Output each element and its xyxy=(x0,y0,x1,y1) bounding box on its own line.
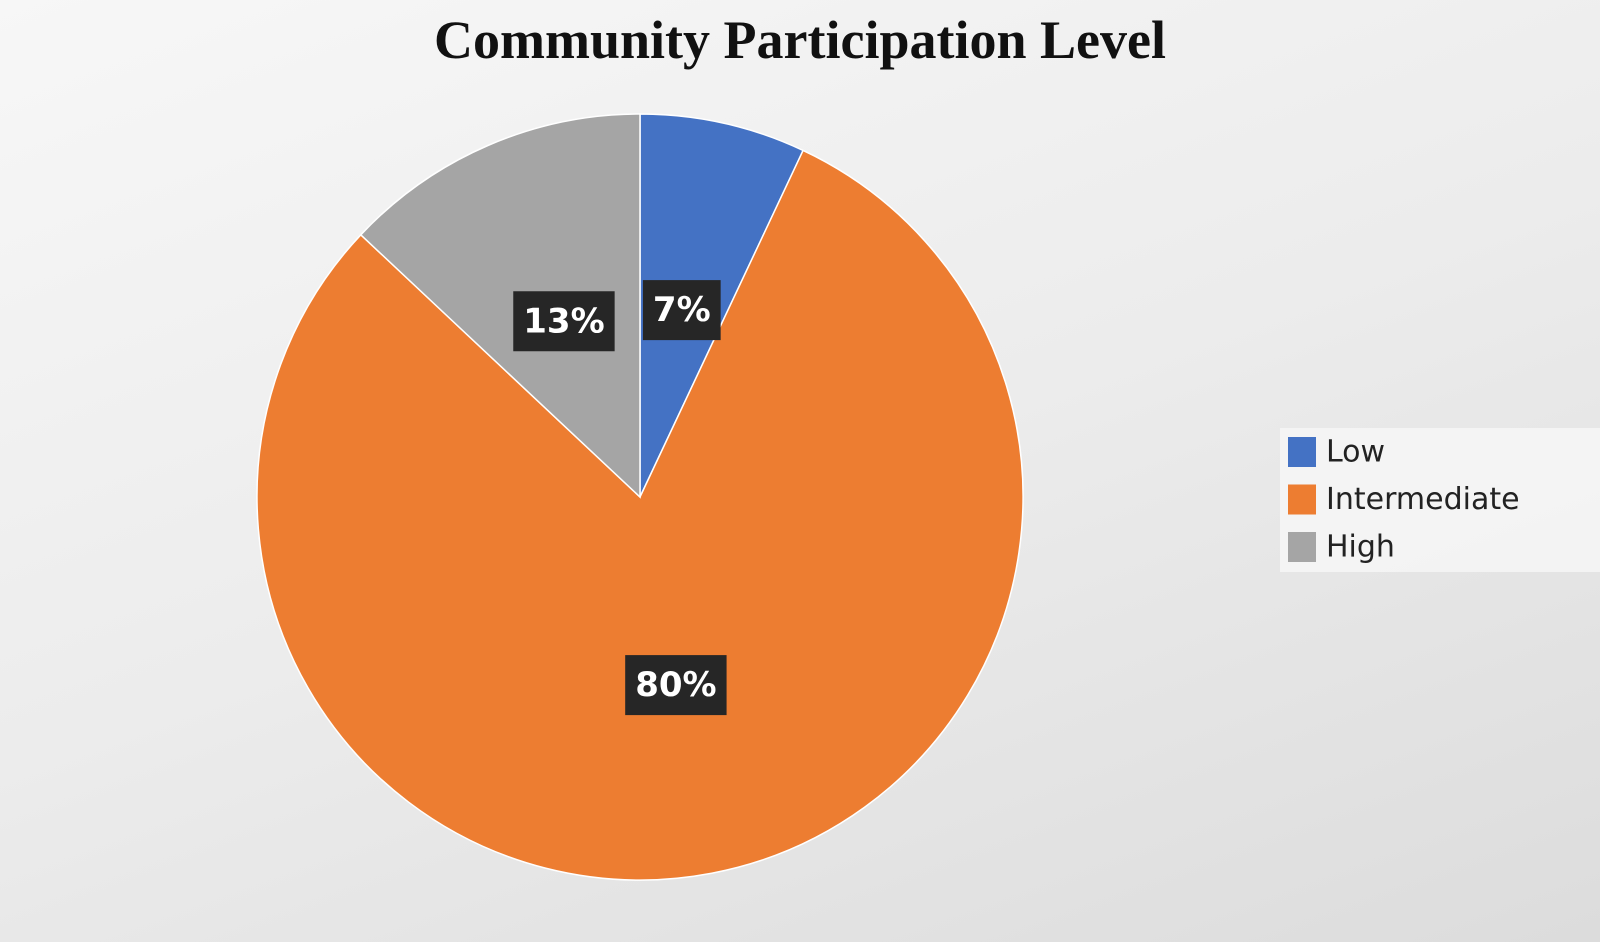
data-label: 13% xyxy=(523,301,604,341)
data-label-background xyxy=(642,280,721,341)
data-label-background xyxy=(513,291,615,352)
pie-slice xyxy=(639,113,805,498)
legend-swatch xyxy=(1288,532,1316,562)
legend-label: Low xyxy=(1326,435,1385,470)
legend-swatch xyxy=(1288,437,1316,467)
data-label: 80% xyxy=(635,665,716,705)
data-labels: 7% 80% 13% xyxy=(513,280,727,716)
pie-slice xyxy=(256,149,1024,881)
legend: Low Intermediate High xyxy=(1288,435,1520,565)
data-label-background xyxy=(625,655,727,716)
data-label: 7% xyxy=(653,290,711,330)
legend-label: Intermediate xyxy=(1326,482,1520,517)
legend-background xyxy=(1280,428,1600,572)
pie xyxy=(256,113,1024,881)
chart-title: Community Participation Level xyxy=(434,10,1166,70)
legend-swatch xyxy=(1288,484,1316,515)
pie-slice xyxy=(359,113,641,499)
legend-label: High xyxy=(1326,530,1395,565)
